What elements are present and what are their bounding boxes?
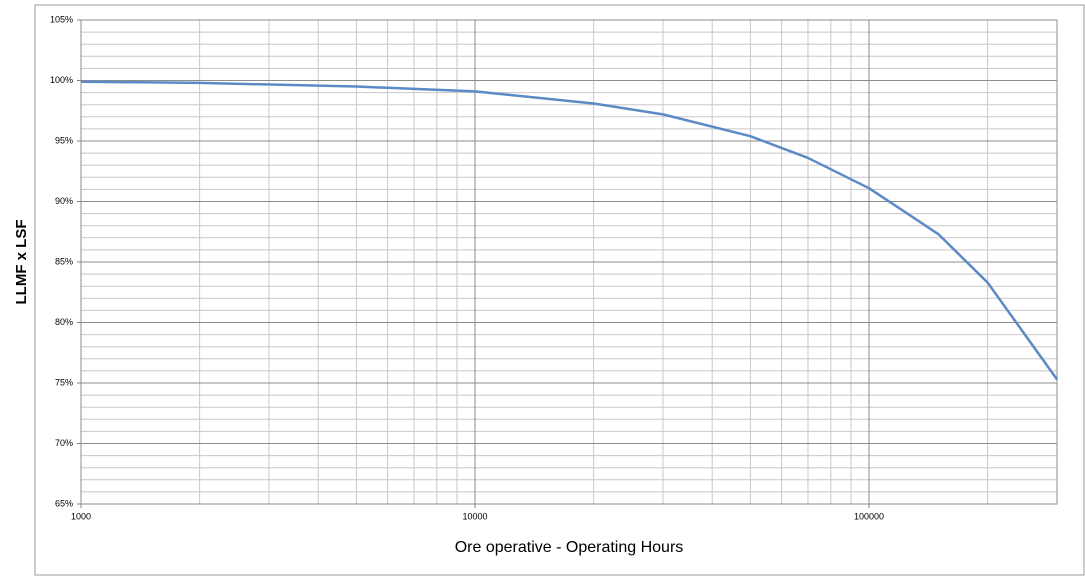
y-tick-label: 65% (55, 498, 73, 508)
y-tick-label: 80% (55, 317, 73, 327)
y-tick-label: 75% (55, 377, 73, 387)
y-axis-label: LLMF x LSF (13, 220, 30, 305)
y-tick-label: 70% (55, 438, 73, 448)
y-tick-label: 90% (55, 196, 73, 206)
data-line (80, 80, 1059, 381)
y-tick-label: 85% (55, 256, 73, 266)
x-axis-label: Ore operative - Operating Hours (455, 539, 684, 556)
x-tick-label: 10000 (462, 511, 487, 521)
y-tick-label: 95% (55, 135, 73, 145)
x-tick-label: 1000 (71, 511, 91, 521)
y-tick-label: 100% (50, 75, 73, 85)
x-tick-label: 100000 (854, 511, 884, 521)
chart-frame (34, 4, 1085, 576)
plot-border (80, 19, 1058, 505)
y-tick-label: 105% (50, 14, 73, 24)
